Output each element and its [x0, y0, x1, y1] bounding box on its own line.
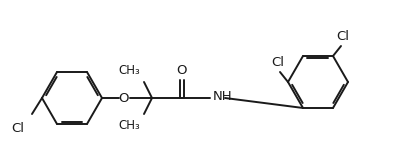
Text: Cl: Cl	[336, 30, 349, 43]
Text: NH: NH	[213, 91, 232, 103]
Text: Cl: Cl	[271, 56, 284, 69]
Text: O: O	[176, 64, 187, 77]
Text: O: O	[118, 91, 129, 104]
Text: CH₃: CH₃	[118, 64, 140, 77]
Text: CH₃: CH₃	[118, 119, 140, 132]
Text: Cl: Cl	[11, 122, 24, 135]
